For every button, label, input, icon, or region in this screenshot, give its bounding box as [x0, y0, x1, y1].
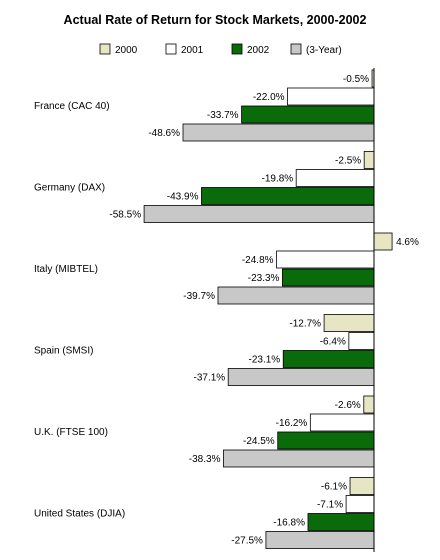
bar-4-3	[282, 350, 375, 368]
data-label-6-3: -16.8%	[273, 518, 305, 529]
legend-label-2: 2001	[181, 45, 204, 56]
legend-label-3: 2002	[247, 45, 270, 56]
bar-1-2	[287, 87, 375, 106]
legend-swatch-1	[99, 43, 111, 55]
bar-6-2	[345, 495, 375, 513]
category-label-3: Italy (MIBTEL)	[34, 264, 98, 275]
data-label-4-1: -12.7%	[289, 319, 321, 330]
bar-5-3	[277, 431, 375, 450]
bar-6-1	[349, 477, 375, 495]
bar-4-4	[227, 368, 375, 386]
bar-3-4	[217, 286, 375, 305]
data-label-1-3: -33.7%	[207, 110, 239, 121]
chart-title: Actual Rate of Return for Stock Markets,…	[64, 13, 367, 27]
bar-5-4	[223, 449, 375, 468]
legend: 2000 2001 2002 (3-Year)	[99, 43, 342, 56]
category-label-2: Germany (DAX)	[34, 183, 105, 194]
data-label-3-4: -39.7%	[183, 291, 215, 302]
bar-2-1	[363, 151, 375, 169]
data-label-5-2: -16.2%	[276, 418, 308, 429]
data-label-2-4: -58.5%	[109, 210, 141, 221]
data-label-5-3: -24.5%	[243, 436, 275, 447]
bar-4-2	[348, 332, 375, 350]
bar-1-4	[182, 123, 375, 142]
data-label-6-4: -27.5%	[231, 536, 263, 547]
data-label-3-1: 4.6%	[396, 237, 419, 248]
bar-3-3	[282, 268, 375, 287]
category-labels: France (CAC 40) Germany (DAX) Italy (MIBTE…	[34, 101, 125, 520]
data-label-2-1: -2.5%	[335, 156, 361, 167]
data-label-3-3: -23.3%	[248, 273, 280, 284]
bar-2-3	[201, 187, 375, 205]
bar-3-1	[373, 232, 393, 251]
legend-label-4: (3-Year)	[306, 45, 342, 56]
bar-5-2	[309, 413, 375, 432]
bar-2-4	[143, 205, 375, 223]
category-label-1: France (CAC 40)	[34, 101, 110, 112]
bar-5-1	[363, 395, 375, 414]
data-label-2-2: -19.8%	[261, 174, 293, 185]
data-label-1-4: -48.6%	[148, 128, 180, 139]
data-label-5-4: -38.3%	[189, 454, 221, 465]
bar-4-1	[323, 314, 375, 332]
data-labels: -0.5% -22.0% -33.7% -48.6% -2.5% -19.8% -43.9%…	[109, 74, 419, 547]
data-label-4-3: -23.1%	[249, 355, 281, 366]
bars	[143, 69, 393, 549]
data-label-2-3: -43.9%	[167, 192, 199, 203]
legend-label-1: 2000	[115, 45, 138, 56]
bar-1-3	[241, 105, 375, 124]
legend-swatch-4	[290, 43, 302, 55]
data-label-6-2: -7.1%	[317, 500, 343, 511]
data-label-4-4: -37.1%	[194, 373, 226, 384]
category-label-5: U.K. (FTSE 100)	[34, 427, 108, 438]
data-label-5-1: -2.6%	[335, 400, 361, 411]
bar-2-2	[295, 169, 375, 187]
data-label-6-1: -6.1%	[321, 482, 347, 493]
data-label-1-1: -0.5%	[343, 74, 369, 85]
bar-6-3	[307, 513, 375, 531]
legend-swatch-2	[165, 43, 177, 55]
legend-swatch-3	[231, 43, 243, 55]
category-label-4: Spain (SMSI)	[34, 346, 93, 357]
data-label-1-2: -22.0%	[253, 92, 285, 103]
category-label-6: United States (DJIA)	[34, 509, 125, 520]
bar-3-2	[276, 250, 375, 269]
data-label-4-2: -6.4%	[320, 337, 346, 348]
bar-6-4	[265, 531, 375, 549]
data-label-3-2: -24.8%	[242, 255, 274, 266]
